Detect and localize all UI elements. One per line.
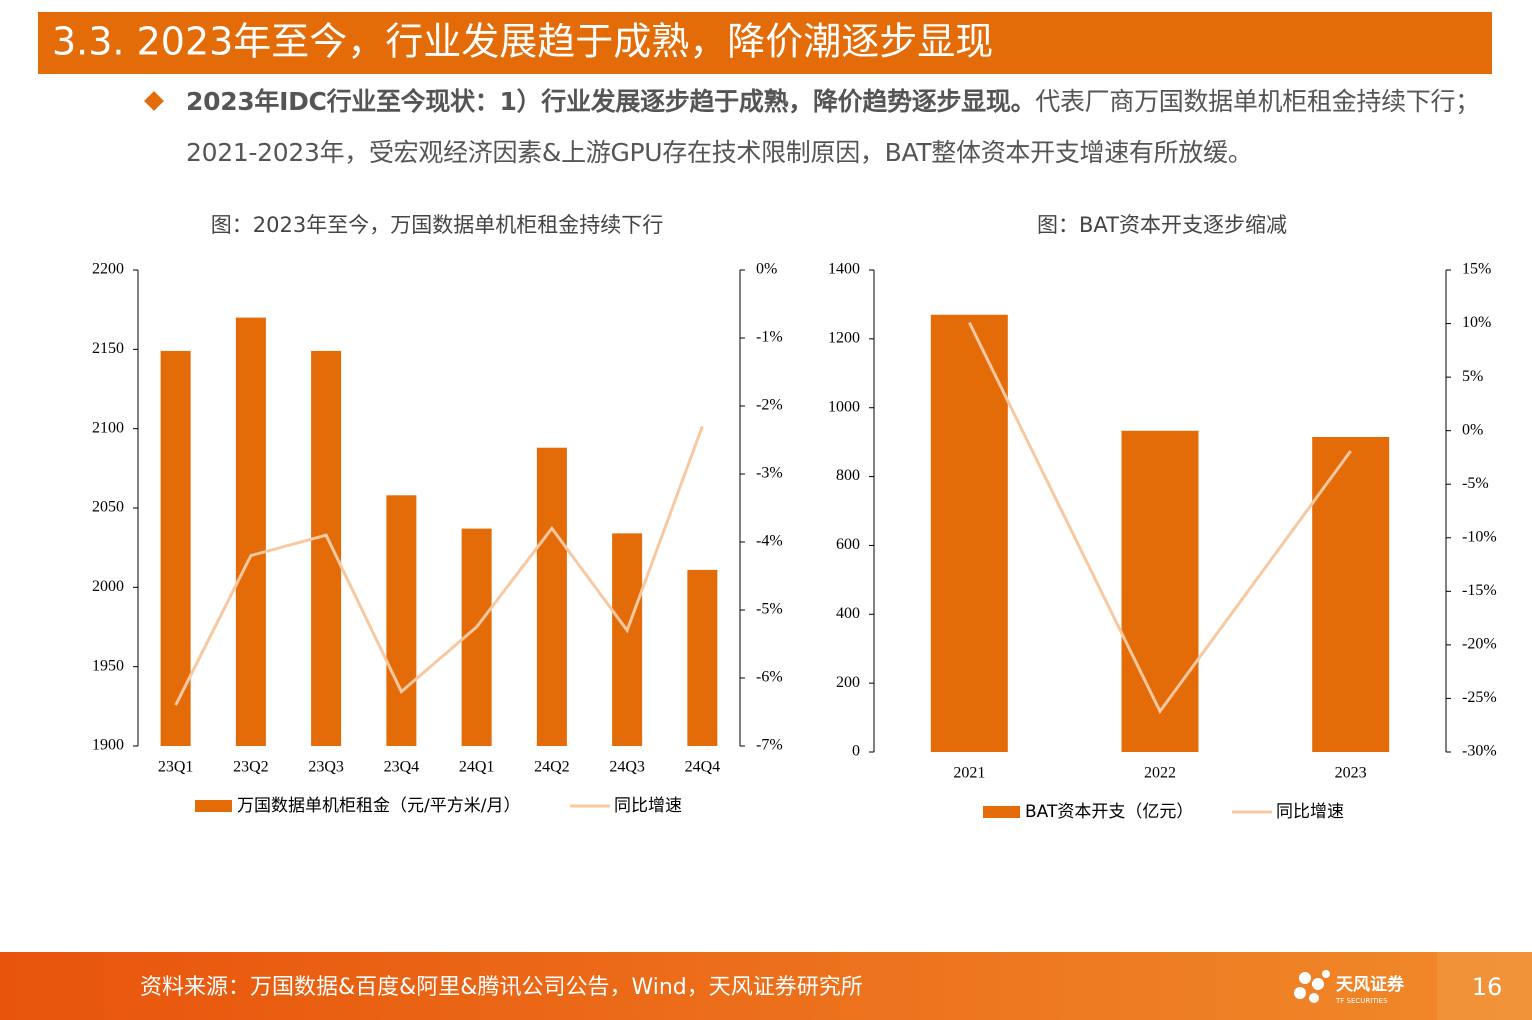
legend-label: BAT资本开支（亿元）: [1025, 802, 1193, 822]
legend-label: 同比增速: [614, 796, 682, 816]
y-tick-label: 1900: [92, 737, 124, 754]
y-tick-label: 1400: [828, 261, 860, 278]
y-tick-label: 2100: [92, 419, 124, 436]
x-tick-label: 2021: [953, 765, 985, 782]
bullet-body: 代表厂商万国数据单机柜租金持续下行；2021-2023年，受宏观经济因素&上游G…: [186, 87, 1480, 167]
y2-tick-label: -3%: [756, 465, 783, 482]
y-tick-label: 1000: [828, 398, 860, 415]
chart-title: 图：2023年至今，万国数据单机柜租金持续下行: [211, 213, 663, 237]
page-number: 16: [1472, 973, 1503, 1001]
x-tick-label: 2022: [1144, 765, 1176, 782]
logo-icon: [1294, 970, 1330, 1003]
y-tick-label: 2050: [92, 499, 124, 516]
y-tick-label: 600: [836, 536, 860, 553]
chart-title: 图：BAT资本开支逐步缩减: [1037, 213, 1287, 237]
footer-source: 资料来源：万国数据&百度&阿里&腾讯公司公告，Wind，天风证券研究所: [140, 975, 863, 1000]
y2-tick-label: -5%: [1462, 475, 1489, 492]
line-series: [174, 425, 704, 706]
x-tick-label: 23Q1: [158, 759, 194, 776]
header-bar: [38, 12, 1492, 74]
x-tick-label: 23Q2: [233, 759, 269, 776]
line-series: [967, 321, 1352, 715]
y-tick-label: 1200: [828, 330, 860, 347]
bar: [536, 447, 567, 746]
y-tick-label: 400: [836, 605, 860, 622]
page-box: [1437, 952, 1532, 1020]
y2-tick-label: -1%: [756, 329, 783, 346]
logo-sub: TF SECURITIES: [1335, 997, 1388, 1005]
y2-tick-label: 10%: [1462, 314, 1491, 331]
logo-text: 天风证券: [1336, 974, 1405, 995]
bar: [1312, 436, 1390, 752]
y-tick-label: 0: [852, 743, 860, 760]
legend-swatch: [983, 806, 1020, 818]
y2-tick-label: -20%: [1462, 636, 1497, 653]
y2-tick-label: -15%: [1462, 582, 1497, 599]
x-tick-label: 24Q2: [534, 759, 570, 776]
y2-tick-label: -7%: [756, 737, 783, 754]
legend-label: 同比增速: [1276, 802, 1344, 822]
bar: [235, 317, 266, 746]
bar: [311, 350, 342, 746]
y2-tick-label: 0%: [1462, 421, 1483, 438]
legend-swatch: [195, 800, 232, 812]
header-title: 3.3. 2023年至今，行业发展趋于成熟，降价潮逐步显现: [52, 20, 993, 64]
y2-tick-label: -30%: [1462, 743, 1497, 760]
x-tick-label: 23Q3: [308, 759, 344, 776]
x-tick-label: 24Q4: [685, 759, 721, 776]
y2-tick-label: 15%: [1462, 261, 1491, 278]
bullet-text: 2023年IDC行业至今现状：1）行业发展逐步趋于成熟，降价趋势逐步显现。代表厂…: [186, 76, 1506, 178]
bar: [160, 350, 191, 746]
x-tick-label: 24Q1: [459, 759, 495, 776]
bar: [687, 569, 718, 746]
y-tick-label: 2150: [92, 340, 124, 357]
y-tick-label: 200: [836, 674, 860, 691]
y2-tick-label: -25%: [1462, 689, 1497, 706]
y2-tick-label: 0%: [756, 261, 777, 278]
y2-tick-label: -2%: [756, 397, 783, 414]
y-tick-label: 2200: [92, 261, 124, 278]
bar: [930, 314, 1008, 752]
y-tick-label: 800: [836, 467, 860, 484]
bar: [1121, 430, 1199, 752]
legend-label: 万国数据单机柜租金（元/平方米/月）: [237, 796, 520, 816]
y2-tick-label: -4%: [756, 533, 783, 550]
y-tick-label: 2000: [92, 578, 124, 595]
y-tick-label: 1950: [92, 657, 124, 674]
bar: [612, 533, 643, 746]
bullet-bold: 2023年IDC行业至今现状：1）行业发展逐步趋于成熟，降价趋势逐步显现。: [186, 87, 1036, 116]
x-tick-label: 23Q4: [384, 759, 420, 776]
bar: [386, 495, 417, 746]
x-tick-label: 24Q3: [609, 759, 645, 776]
y2-tick-label: -10%: [1462, 528, 1497, 545]
footer-bar: [0, 952, 1532, 1020]
y2-tick-label: -6%: [756, 669, 783, 686]
bullet-icon: [144, 91, 164, 111]
y2-tick-label: 5%: [1462, 368, 1483, 385]
x-tick-label: 2023: [1335, 765, 1367, 782]
y2-tick-label: -5%: [756, 601, 783, 618]
